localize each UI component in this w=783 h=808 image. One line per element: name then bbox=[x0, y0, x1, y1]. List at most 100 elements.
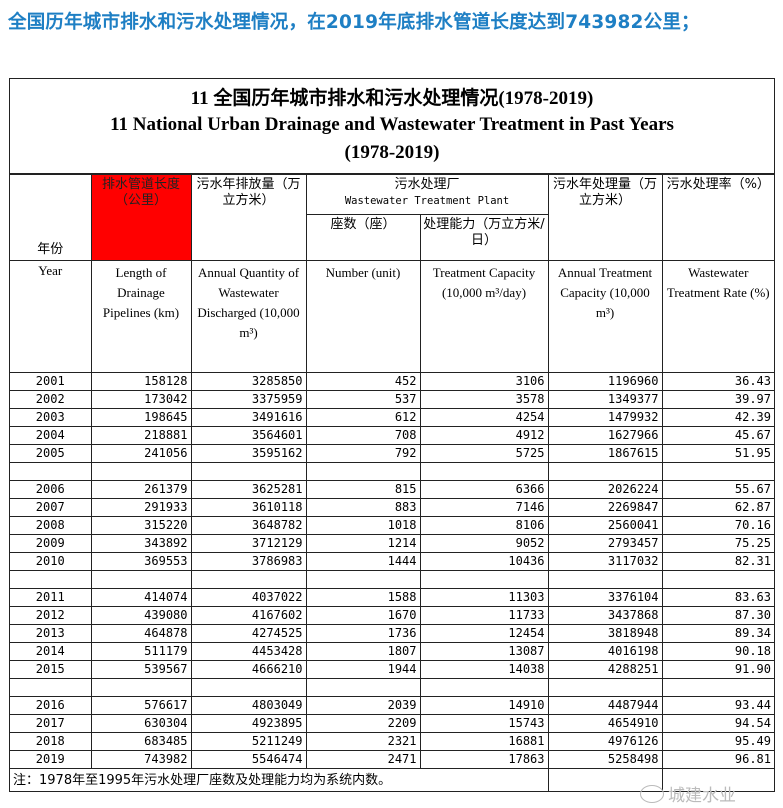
treatment-rate-cell: 93.44 bbox=[661, 696, 774, 715]
table-row: 2002 173042 3375959 537 3578 1349377 39.97 bbox=[10, 390, 774, 409]
wastewater-discharged-cell: 3564601 bbox=[190, 426, 307, 445]
treatment-rate-cell: 45.67 bbox=[661, 426, 774, 445]
year-cell: 2006 bbox=[10, 480, 92, 499]
table-title-years: (1978-2019) bbox=[344, 142, 440, 163]
plant-number-cell bbox=[305, 462, 421, 481]
pipeline-length-cell: 315220 bbox=[90, 516, 192, 535]
plant-number-cell: 708 bbox=[305, 426, 421, 445]
plant-capacity-cell: 8106 bbox=[419, 516, 549, 535]
annual-treatment-cell: 2026224 bbox=[547, 480, 663, 499]
year-cell: 2019 bbox=[10, 750, 92, 769]
annual-treatment-cell: 4016198 bbox=[547, 642, 663, 661]
annual-treatment-cell: 1349377 bbox=[547, 390, 663, 409]
plant-capacity-cell: 3578 bbox=[419, 390, 549, 409]
treatment-rate-cell: 36.43 bbox=[661, 372, 774, 391]
plant-capacity-cell: 14038 bbox=[419, 660, 549, 679]
plant-number-cell bbox=[305, 570, 421, 589]
plant-number-header-cn: 座数（座） bbox=[305, 214, 421, 261]
pipeline-length-header-cn: 排水管道长度（公里） bbox=[90, 174, 192, 261]
table-row: 2010 369553 3786983 1444 10436 3117032 82.31 bbox=[10, 552, 774, 571]
wastewater-discharged-cell: 4037022 bbox=[190, 588, 307, 607]
pipeline-length-cell: 683485 bbox=[90, 732, 192, 751]
drainage-table: 年份 排水管道长度（公里） 污水年排放量（万立方米） 污水处理厂 Wastewat… bbox=[10, 174, 774, 791]
plant-number-cell: 2321 bbox=[305, 732, 421, 751]
spacer-row bbox=[10, 462, 774, 481]
wastewater-discharged-cell: 5546474 bbox=[190, 750, 307, 769]
wastewater-discharged-cell: 3625281 bbox=[190, 480, 307, 499]
pipeline-length-cell: 414074 bbox=[90, 588, 192, 607]
treatment-rate-header-cn: 污水处理率（%） bbox=[661, 174, 774, 261]
plant-capacity-cell: 12454 bbox=[419, 624, 549, 643]
plant-number-cell: 452 bbox=[305, 372, 421, 391]
table-note: 注：1978年至1995年污水处理厂座数及处理能力均为系统内数。 bbox=[10, 768, 549, 791]
wastewater-discharged-cell: 4803049 bbox=[190, 696, 307, 715]
pipeline-length-cell: 158128 bbox=[90, 372, 192, 391]
year-cell: 2003 bbox=[10, 408, 92, 427]
plant-number-cell bbox=[305, 678, 421, 697]
plant-capacity-cell: 15743 bbox=[419, 714, 549, 733]
wastewater-discharged-cell: 3610118 bbox=[190, 498, 307, 517]
treatment-rate-cell: 51.95 bbox=[661, 444, 774, 463]
year-cell: 2010 bbox=[10, 552, 92, 571]
plant-capacity-cell bbox=[419, 678, 549, 697]
year-cell: 2014 bbox=[10, 642, 92, 661]
treatment-rate-cell: 91.90 bbox=[661, 660, 774, 679]
wastewater-discharged-cell: 3712129 bbox=[190, 534, 307, 553]
pipeline-length-cell: 261379 bbox=[90, 480, 192, 499]
discharge-header-cn: 污水年排放量（万立方米） bbox=[190, 174, 307, 261]
footer-empty-cell bbox=[661, 768, 774, 791]
plant-number-header-en: Number (unit) bbox=[305, 260, 421, 373]
table-row: 2012 439080 4167602 1670 11733 3437868 87.30 bbox=[10, 606, 774, 625]
table-row: 2003 198645 3491616 612 4254 1479932 42.39 bbox=[10, 408, 774, 427]
table-title-block: 11 全国历年城市排水和污水处理情况(1978-2019) 11 Nationa… bbox=[10, 79, 774, 174]
annual-treatment-cell: 3117032 bbox=[547, 552, 663, 571]
plant-number-cell: 1214 bbox=[305, 534, 421, 553]
year-cell bbox=[10, 462, 92, 481]
spacer-row bbox=[10, 678, 774, 697]
table-row: 2019 743982 5546474 2471 17863 5258498 96.81 bbox=[10, 750, 774, 769]
wastewater-discharged-cell: 5211249 bbox=[190, 732, 307, 751]
plant-capacity-cell: 11303 bbox=[419, 588, 549, 607]
plant-number-cell: 1736 bbox=[305, 624, 421, 643]
year-cell: 2004 bbox=[10, 426, 92, 445]
plant-header: 污水处理厂 Wastewater Treatment Plant bbox=[305, 174, 549, 215]
wastewater-discharged-cell: 4167602 bbox=[190, 606, 307, 625]
plant-number-cell: 612 bbox=[305, 408, 421, 427]
plant-number-cell: 1807 bbox=[305, 642, 421, 661]
treatment-rate-cell: 62.87 bbox=[661, 498, 774, 517]
table-title-en: 11 National Urban Drainage and Wastewate… bbox=[110, 114, 674, 135]
pipeline-length-cell: 539567 bbox=[90, 660, 192, 679]
table-row: 2006 261379 3625281 815 6366 2026224 55.67 bbox=[10, 480, 774, 499]
table-row: 2013 464878 4274525 1736 12454 3818948 89.34 bbox=[10, 624, 774, 643]
treatment-rate-header-en: Wastewater Treatment Rate (%) bbox=[661, 260, 774, 373]
pipeline-length-cell: 743982 bbox=[90, 750, 192, 769]
statistics-table-image: 11 全国历年城市排水和污水处理情况(1978-2019) 11 Nationa… bbox=[9, 78, 775, 792]
wastewater-discharged-cell: 4453428 bbox=[190, 642, 307, 661]
plant-number-cell: 1670 bbox=[305, 606, 421, 625]
table-row: 2001 158128 3285850 452 3106 1196960 36.43 bbox=[10, 372, 774, 391]
treatment-rate-cell: 70.16 bbox=[661, 516, 774, 535]
annual-treatment-cell: 3818948 bbox=[547, 624, 663, 643]
plant-number-cell: 2039 bbox=[305, 696, 421, 715]
plant-capacity-cell: 16881 bbox=[419, 732, 549, 751]
wastewater-discharged-cell: 3375959 bbox=[190, 390, 307, 409]
annual-treatment-cell: 1627966 bbox=[547, 426, 663, 445]
table-row: 2005 241056 3595162 792 5725 1867615 51.95 bbox=[10, 444, 774, 463]
table-row: 2009 343892 3712129 1214 9052 2793457 75.25 bbox=[10, 534, 774, 553]
wastewater-discharged-cell bbox=[190, 462, 307, 481]
treatment-rate-cell: 87.30 bbox=[661, 606, 774, 625]
plant-number-cell: 537 bbox=[305, 390, 421, 409]
annual-treatment-cell: 2793457 bbox=[547, 534, 663, 553]
plant-capacity-cell: 7146 bbox=[419, 498, 549, 517]
watermark-text: 城建水业 bbox=[668, 786, 736, 806]
pipeline-length-cell: 198645 bbox=[90, 408, 192, 427]
pipeline-length-cell: 291933 bbox=[90, 498, 192, 517]
pipeline-length-cell bbox=[90, 678, 192, 697]
table-row: 2004 218881 3564601 708 4912 1627966 45.67 bbox=[10, 426, 774, 445]
plant-capacity-cell bbox=[419, 462, 549, 481]
wastewater-discharged-cell: 3648782 bbox=[190, 516, 307, 535]
wechat-icon bbox=[640, 784, 664, 803]
plant-capacity-cell bbox=[419, 570, 549, 589]
annual-treatment-cell: 1479932 bbox=[547, 408, 663, 427]
pipeline-length-cell: 173042 bbox=[90, 390, 192, 409]
